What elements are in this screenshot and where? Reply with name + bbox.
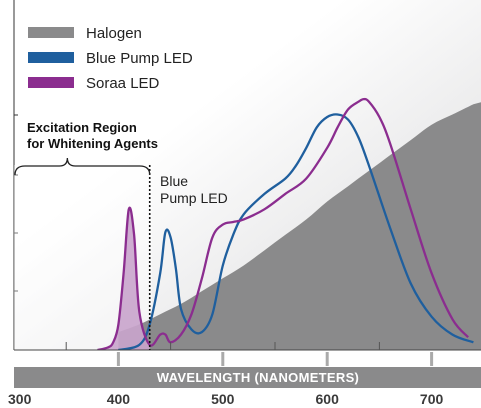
blue-pump-label-line1: Blue: [160, 173, 188, 189]
blue-pump-label-line2: Pump LED: [160, 190, 228, 206]
x-tick-label: 600: [316, 391, 340, 407]
legend-label-blue-pump-led: Blue Pump LED: [86, 50, 193, 67]
x-tick-label: 700: [420, 391, 444, 407]
halogen-area: [118, 102, 481, 350]
x-tick-label: 400: [107, 391, 131, 407]
excitation-label-line1: Excitation Region: [27, 120, 137, 135]
legend-label-halogen: Halogen: [86, 25, 142, 42]
blue-pump-led-line: [118, 113, 474, 350]
legend-swatch-soraa-led: [28, 77, 74, 88]
x-axis-title-bar: [14, 367, 481, 388]
legend-label-soraa-led: Soraa LED: [86, 75, 160, 92]
excitation-label-line2: for Whitening Agents: [27, 136, 158, 151]
x-tick-labels: 300 400 500 600 700: [8, 391, 443, 407]
x-axis-title: WAVELENGTH (NANOMETERS): [157, 370, 359, 385]
x-tick-label: 500: [211, 391, 235, 407]
x-tick-label: 300: [8, 391, 32, 407]
x-tick-marks: [65, 342, 434, 366]
legend: Halogen Blue Pump LED Soraa LED: [28, 25, 193, 92]
plot-area: [14, 97, 481, 350]
excitation-region-bracket: [14, 157, 151, 176]
legend-swatch-blue-pump-led: [28, 52, 74, 63]
legend-swatch-halogen: [28, 27, 74, 38]
soraa-led-line: [97, 97, 469, 350]
